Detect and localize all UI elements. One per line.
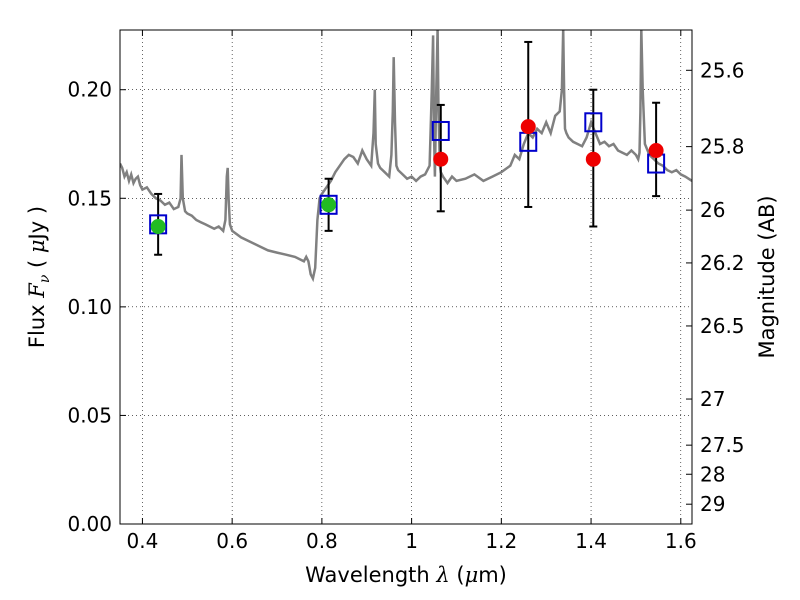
grid-lines [120, 30, 692, 525]
y2-axis-ticks: 25.6 25.8 26 26.2 26.5 27 27.5 28 29 [686, 58, 745, 516]
x-axis-title: Wavelength λ (μm) [305, 563, 507, 587]
spectrum-line [120, 30, 692, 283]
observed-circle-marker [520, 119, 536, 135]
y-axis-title: Flux Fν ( μJy ) [25, 206, 53, 348]
model-square-marker [584, 112, 603, 133]
data-markers [149, 112, 666, 235]
y2-tick-label: 29 [700, 492, 725, 516]
model-square-marker [319, 194, 338, 215]
y-tick-label: 0.05 [67, 403, 112, 427]
y2-tick-label: 25.8 [700, 135, 745, 159]
x-tick-label: 0.4 [127, 529, 159, 553]
plot-frame [119, 29, 693, 525]
x-tick-label: 0.6 [216, 529, 248, 553]
x-tick-label: 1.6 [665, 529, 697, 553]
observed-circle-marker [648, 143, 664, 159]
model-square-marker [431, 120, 450, 141]
y-axis-ticks: 0.00 0.05 0.10 0.15 0.20 [67, 78, 126, 536]
x-tick-label: 0.8 [306, 529, 338, 553]
y2-tick-label: 27.5 [700, 433, 745, 457]
x-tick-label: 1.4 [575, 529, 607, 553]
y2-tick-label: 26 [700, 198, 725, 222]
y2-tick-label: 28 [700, 462, 725, 486]
observed-circle-marker [433, 151, 449, 167]
x-axis-ticks: 0.4 0.6 0.8 1 1.2 1.4 1.6 [127, 30, 697, 553]
y-tick-label: 0.20 [67, 78, 112, 102]
y-tick-label: 0.00 [67, 512, 112, 536]
y2-axis-title: Magnitude (AB) [755, 195, 779, 358]
observed-circle-marker [150, 219, 166, 235]
observed-circle-marker [585, 151, 601, 167]
y-tick-label: 0.10 [67, 295, 112, 319]
observed-circle-marker [321, 197, 337, 213]
y2-tick-label: 25.6 [700, 58, 745, 82]
y-tick-label: 0.15 [67, 186, 112, 210]
y2-tick-label: 26.2 [700, 251, 745, 275]
x-tick-label: 1.2 [485, 529, 517, 553]
y2-tick-label: 27 [700, 387, 725, 411]
y2-tick-label: 26.5 [700, 314, 745, 338]
x-tick-label: 1 [405, 529, 418, 553]
